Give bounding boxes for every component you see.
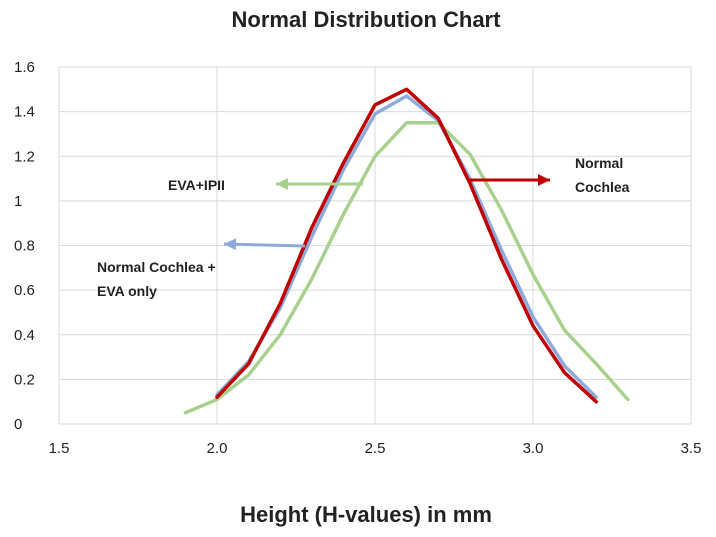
y-tick-label: 1 — [14, 193, 22, 210]
x-tick-label: 2.0 — [207, 440, 228, 457]
annotation-normal: Normal Cochlea — [470, 155, 630, 195]
annotation-label: Normal Cochlea + — [97, 259, 216, 275]
annotation-label: EVA only — [97, 283, 157, 299]
grid-lines — [58, 66, 692, 425]
series-line-eva-ipii — [183, 121, 630, 415]
y-tick-label: 0.6 — [14, 282, 35, 299]
series-line-normal-cochlea — [215, 87, 598, 404]
x-tick-label: 1.5 — [49, 440, 70, 457]
annotation-arrow-head — [276, 178, 288, 190]
series-line-normal-cochlea-eva-only — [215, 94, 598, 399]
y-tick-label: 1.4 — [14, 104, 35, 121]
y-tick-label: 0.4 — [14, 327, 35, 344]
annotation-arrow-head — [224, 238, 237, 251]
annotation-layer: EVA+IPII Normal Cochlea + EVA only Normal Co… — [97, 155, 630, 299]
chart-title: Normal Distribution Chart — [232, 7, 502, 32]
x-tick-label: 3.5 — [681, 440, 702, 457]
x-axis-label: Height (H-values) in mm — [240, 502, 492, 527]
y-tick-label: 0 — [14, 416, 22, 433]
annotation-arrow-shaft — [223, 242, 306, 248]
y-axis-tick-labels: 0 0.2 0.4 0.6 0.8 1 1.2 1.4 1.6 — [14, 59, 35, 433]
y-tick-label: 1.6 — [14, 59, 35, 76]
annotation-normal-eva: Normal Cochlea + EVA only — [97, 238, 306, 299]
y-tick-label: 0.2 — [14, 371, 35, 388]
y-tick-label: 0.8 — [14, 238, 35, 255]
x-tick-label: 3.0 — [523, 440, 544, 457]
annotation-label: Cochlea — [575, 179, 630, 195]
annotation-arrow-head — [538, 174, 550, 186]
annotation-label: Normal — [575, 155, 623, 171]
series-layer — [183, 87, 630, 415]
annotation-eva-ipii: EVA+IPII — [168, 177, 363, 193]
x-tick-label: 2.5 — [365, 440, 386, 457]
annotation-label: EVA+IPII — [168, 177, 225, 193]
y-tick-label: 1.2 — [14, 148, 35, 165]
x-axis-tick-labels: 1.5 2.0 2.5 3.0 3.5 — [49, 440, 702, 457]
